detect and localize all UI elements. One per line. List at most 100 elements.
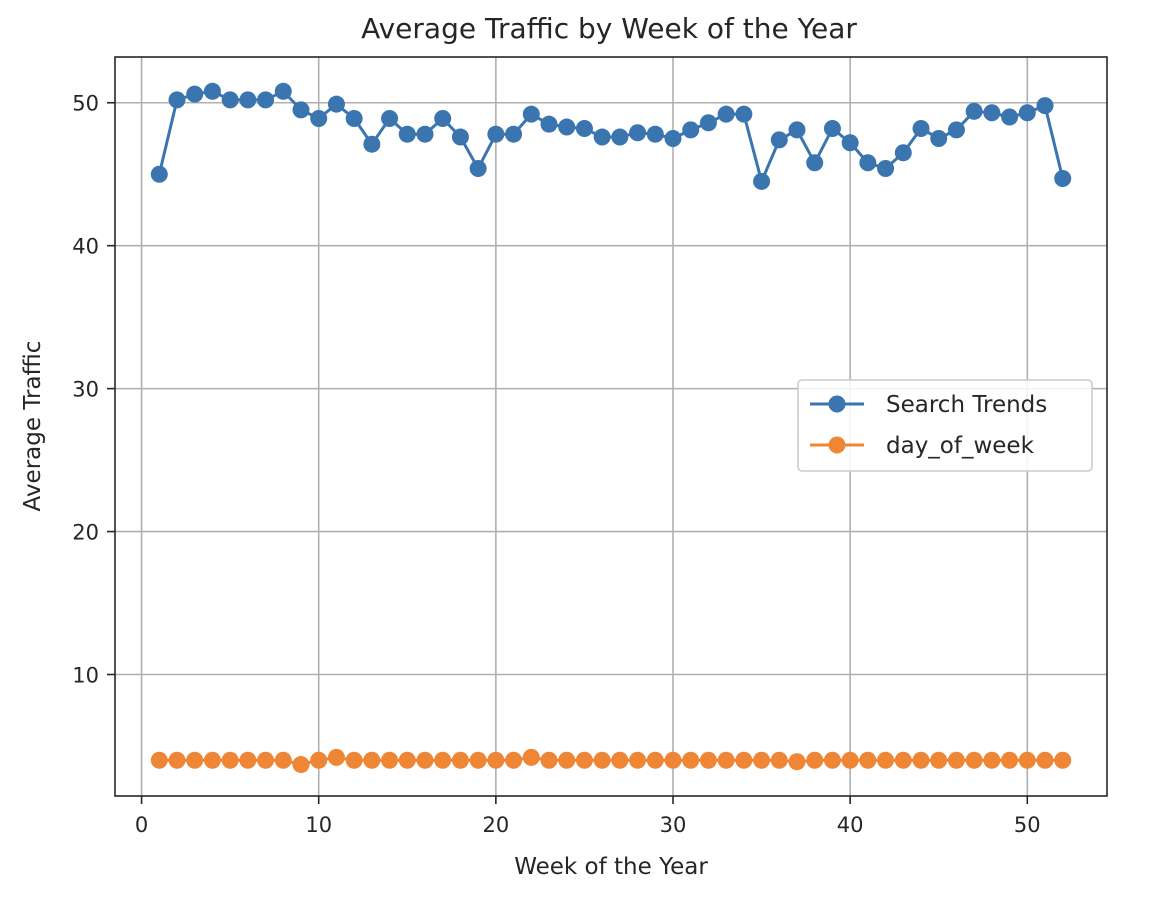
data-point-day-of-week bbox=[540, 751, 558, 769]
data-point-search-trends bbox=[522, 105, 540, 123]
data-point-day-of-week bbox=[894, 751, 912, 769]
legend-label: Search Trends bbox=[886, 392, 1047, 418]
data-point-search-trends bbox=[274, 82, 292, 100]
data-point-day-of-week bbox=[150, 751, 168, 769]
data-point-day-of-week bbox=[469, 751, 487, 769]
data-point-search-trends bbox=[1001, 108, 1019, 126]
data-point-search-trends bbox=[168, 91, 186, 109]
data-point-day-of-week bbox=[558, 751, 576, 769]
x-tick-label: 50 bbox=[1014, 813, 1041, 837]
data-point-search-trends bbox=[292, 101, 310, 119]
data-point-day-of-week bbox=[682, 751, 700, 769]
data-point-search-trends bbox=[983, 104, 1001, 122]
data-point-search-trends bbox=[363, 135, 381, 153]
data-point-day-of-week bbox=[451, 751, 469, 769]
data-point-day-of-week bbox=[1036, 751, 1054, 769]
data-point-day-of-week bbox=[611, 751, 629, 769]
data-point-search-trends bbox=[823, 119, 841, 137]
data-point-search-trends bbox=[753, 172, 771, 190]
data-point-search-trends bbox=[558, 118, 576, 136]
y-tick-label: 30 bbox=[72, 378, 99, 402]
data-point-search-trends bbox=[629, 124, 647, 142]
x-tick-label: 0 bbox=[135, 813, 148, 837]
data-point-search-trends bbox=[593, 128, 611, 146]
data-point-search-trends bbox=[930, 129, 948, 147]
data-point-day-of-week bbox=[877, 751, 895, 769]
data-point-search-trends bbox=[682, 121, 700, 139]
data-point-search-trends bbox=[1036, 97, 1054, 115]
data-point-search-trends bbox=[221, 91, 239, 109]
data-point-day-of-week bbox=[186, 751, 204, 769]
y-tick-label: 20 bbox=[72, 521, 99, 545]
data-point-day-of-week bbox=[735, 751, 753, 769]
data-point-search-trends bbox=[469, 159, 487, 177]
data-point-search-trends bbox=[894, 144, 912, 162]
data-point-day-of-week bbox=[363, 751, 381, 769]
data-point-day-of-week bbox=[575, 751, 593, 769]
data-point-day-of-week bbox=[434, 751, 452, 769]
data-point-day-of-week bbox=[522, 748, 540, 766]
data-point-search-trends bbox=[505, 125, 523, 143]
data-point-day-of-week bbox=[629, 751, 647, 769]
y-tick-label: 10 bbox=[72, 664, 99, 688]
y-tick-label: 40 bbox=[72, 235, 99, 259]
data-point-day-of-week bbox=[646, 751, 664, 769]
data-point-day-of-week bbox=[965, 751, 983, 769]
data-point-day-of-week bbox=[841, 751, 859, 769]
data-point-search-trends bbox=[239, 91, 257, 109]
data-point-search-trends bbox=[434, 109, 452, 127]
data-point-day-of-week bbox=[327, 748, 345, 766]
data-point-day-of-week bbox=[983, 751, 1001, 769]
data-point-search-trends bbox=[575, 119, 593, 137]
data-point-day-of-week bbox=[912, 751, 930, 769]
data-point-day-of-week bbox=[717, 751, 735, 769]
data-point-search-trends bbox=[699, 114, 717, 132]
data-point-search-trends bbox=[186, 85, 204, 103]
data-point-search-trends bbox=[877, 159, 895, 177]
data-point-search-trends bbox=[664, 129, 682, 147]
data-point-search-trends bbox=[487, 125, 505, 143]
data-point-day-of-week bbox=[239, 751, 257, 769]
x-tick-label: 10 bbox=[305, 813, 332, 837]
data-point-day-of-week bbox=[823, 751, 841, 769]
data-point-search-trends bbox=[381, 109, 399, 127]
data-point-day-of-week bbox=[274, 751, 292, 769]
series-layer bbox=[150, 82, 1072, 774]
data-point-day-of-week bbox=[203, 751, 221, 769]
data-point-search-trends bbox=[646, 125, 664, 143]
x-tick-label: 40 bbox=[837, 813, 864, 837]
data-point-day-of-week bbox=[310, 751, 328, 769]
data-point-day-of-week bbox=[257, 751, 275, 769]
legend-marker bbox=[828, 436, 846, 454]
legend: Search Trends day_of_week bbox=[797, 379, 1093, 472]
data-point-day-of-week bbox=[699, 751, 717, 769]
y-tick-label: 50 bbox=[72, 92, 99, 116]
data-point-search-trends bbox=[611, 128, 629, 146]
data-point-day-of-week bbox=[753, 751, 771, 769]
data-point-search-trends bbox=[788, 121, 806, 139]
data-point-day-of-week bbox=[345, 751, 363, 769]
data-point-day-of-week bbox=[1018, 751, 1036, 769]
data-point-search-trends bbox=[770, 131, 788, 149]
data-point-search-trends bbox=[841, 134, 859, 152]
data-point-search-trends bbox=[398, 125, 416, 143]
data-point-day-of-week bbox=[806, 751, 824, 769]
data-point-search-trends bbox=[1018, 104, 1036, 122]
data-point-day-of-week bbox=[788, 753, 806, 771]
series-line-day-of-week bbox=[159, 755, 1063, 767]
data-point-search-trends bbox=[1054, 169, 1072, 187]
data-point-search-trends bbox=[965, 102, 983, 120]
x-axis-label: Week of the Year bbox=[514, 854, 708, 880]
data-point-day-of-week bbox=[381, 751, 399, 769]
data-point-search-trends bbox=[257, 91, 275, 109]
data-point-search-trends bbox=[150, 165, 168, 183]
data-point-search-trends bbox=[416, 125, 434, 143]
data-point-search-trends bbox=[947, 121, 965, 139]
data-point-day-of-week bbox=[664, 751, 682, 769]
data-point-search-trends bbox=[345, 109, 363, 127]
series-day-of-week bbox=[150, 748, 1072, 774]
data-point-search-trends bbox=[203, 82, 221, 100]
data-point-day-of-week bbox=[505, 751, 523, 769]
data-point-search-trends bbox=[859, 154, 877, 172]
